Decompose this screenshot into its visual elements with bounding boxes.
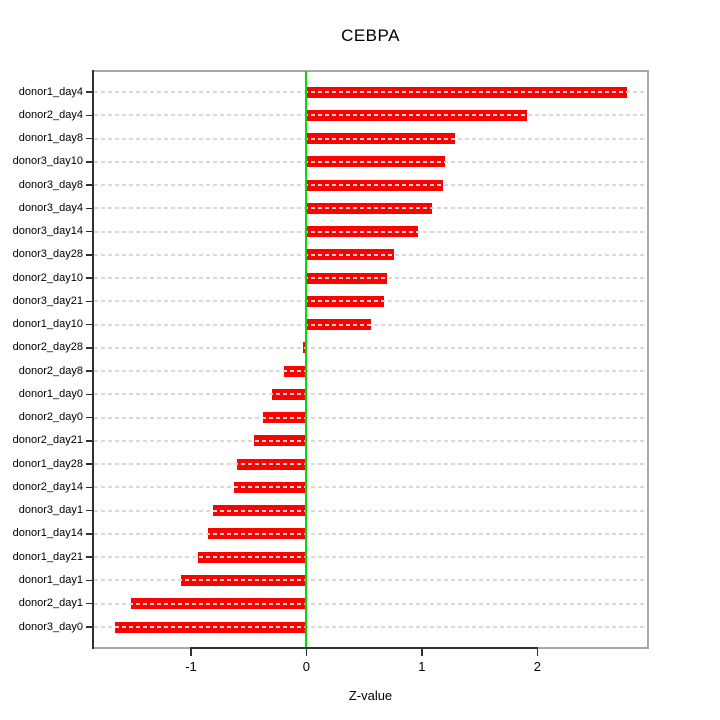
gridline-donor1_day4 [94, 91, 647, 93]
y-tick-donor1_day28 [86, 463, 93, 465]
gridline-donor2_day10 [94, 277, 647, 280]
x-axis-title: Z-value [348, 688, 393, 703]
zero-line [305, 71, 308, 648]
x-tick-1 [421, 649, 423, 656]
gridline-donor3_day10 [94, 160, 647, 163]
y-tick-donor1_day21 [86, 556, 93, 558]
y-label-donor3_day10: donor3_day10 [12, 155, 83, 168]
y-tick-donor1_day8 [86, 137, 93, 140]
gridline-donor1_day1 [94, 579, 647, 582]
plot-area [94, 72, 647, 647]
y-label-donor1_day21: donor1_day21 [12, 550, 83, 563]
gridline-donor2_day14 [94, 486, 647, 489]
y-label-donor3_day21: donor3_day21 [12, 294, 83, 307]
y-label-donor2_day28: donor2_day28 [12, 341, 83, 354]
y-tick-donor1_day14 [86, 533, 93, 535]
y-label-donor3_day4: donor3_day4 [18, 201, 83, 214]
y-label-donor2_day1: donor2_day1 [18, 597, 83, 610]
y-tick-donor1_day10 [86, 323, 93, 326]
gridline-donor1_day8 [94, 137, 647, 140]
y-tick-donor3_day1 [86, 509, 93, 512]
chart-title: CEBPA [341, 26, 400, 45]
gridline-donor2_day4 [94, 114, 647, 117]
y-label-donor1_day1: donor1_day1 [18, 573, 83, 586]
y-tick-donor1_day1 [86, 579, 93, 582]
y-label-donor3_day14: donor3_day14 [12, 225, 83, 238]
gridline-donor3_day21 [94, 300, 647, 303]
gridline-donor2_day21 [94, 439, 647, 442]
y-tick-donor3_day10 [86, 161, 93, 163]
y-tick-donor3_day0 [86, 626, 93, 628]
y-label-donor3_day0: donor3_day0 [18, 620, 83, 633]
gridline-donor3_day4 [94, 207, 647, 210]
x-tick-label-2: 2 [533, 659, 541, 674]
y-label-donor1_day10: donor1_day10 [12, 318, 83, 331]
y-tick-donor3_day8 [86, 184, 93, 186]
y-label-donor3_day1: donor3_day1 [18, 504, 83, 517]
gridline-donor1_day0 [94, 393, 647, 396]
gridline-donor2_day28 [94, 346, 647, 349]
y-label-donor1_day28: donor1_day28 [12, 457, 83, 470]
y-tick-donor2_day21 [86, 440, 93, 442]
gridline-donor1_day14 [94, 532, 647, 535]
x-axis-line [189, 647, 539, 649]
y-label-donor1_day14: donor1_day14 [12, 527, 83, 540]
x-tick-label--1: -1 [185, 659, 197, 674]
y-axis-line [92, 70, 94, 649]
y-tick-donor2_day1 [86, 602, 93, 605]
gridline-donor3_day28 [94, 253, 647, 256]
x-tick-0 [305, 649, 308, 656]
x-tick-label-1: 1 [418, 659, 426, 674]
y-label-donor1_day0: donor1_day0 [18, 387, 83, 400]
y-tick-donor1_day4 [86, 91, 93, 93]
y-label-donor3_day28: donor3_day28 [12, 248, 83, 261]
y-tick-donor3_day14 [86, 230, 93, 233]
gridline-donor2_day0 [94, 416, 647, 419]
gridline-donor3_day0 [94, 626, 647, 628]
y-tick-donor2_day14 [86, 486, 93, 489]
y-tick-donor2_day4 [86, 114, 93, 116]
gridline-donor1_day28 [94, 463, 647, 466]
y-tick-donor3_day28 [86, 254, 93, 256]
y-label-donor2_day21: donor2_day21 [12, 434, 83, 447]
gridline-donor1_day10 [94, 323, 647, 326]
gridline-donor3_day8 [94, 184, 647, 187]
gridline-donor1_day21 [94, 556, 647, 559]
y-label-donor2_day14: donor2_day14 [12, 480, 83, 493]
x-tick-2 [536, 649, 539, 656]
y-label-donor2_day4: donor2_day4 [18, 108, 83, 121]
y-tick-donor3_day4 [86, 207, 93, 210]
y-label-donor2_day8: donor2_day8 [18, 364, 83, 377]
gridline-donor3_day14 [94, 230, 647, 233]
y-tick-donor2_day0 [86, 416, 93, 419]
x-tick--1 [190, 649, 192, 656]
x-tick-label-0: 0 [302, 659, 311, 674]
y-tick-donor1_day0 [86, 393, 93, 396]
y-label-donor3_day8: donor3_day8 [18, 178, 83, 191]
gridline-donor3_day1 [94, 509, 647, 512]
y-label-donor2_day0: donor2_day0 [18, 411, 83, 424]
y-tick-donor2_day8 [86, 370, 93, 372]
y-tick-donor3_day21 [86, 300, 93, 303]
gridline-donor2_day8 [94, 370, 647, 373]
y-tick-donor2_day28 [86, 347, 93, 349]
y-tick-donor2_day10 [86, 277, 93, 279]
y-label-donor1_day8: donor1_day8 [18, 132, 83, 145]
y-label-donor2_day10: donor2_day10 [12, 271, 83, 284]
y-label-donor1_day4: donor1_day4 [18, 85, 83, 98]
gridline-donor2_day1 [94, 602, 647, 605]
